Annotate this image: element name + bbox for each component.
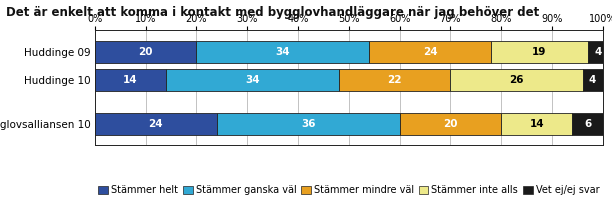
Text: 20: 20 xyxy=(443,119,458,129)
Text: 14: 14 xyxy=(123,75,138,85)
Text: 4: 4 xyxy=(589,75,596,85)
Legend: Stämmer helt, Stämmer ganska väl, Stämmer mindre väl, Stämmer inte alls, Vet ej/: Stämmer helt, Stämmer ganska väl, Stämme… xyxy=(94,182,603,198)
Text: 26: 26 xyxy=(509,75,524,85)
Text: 19: 19 xyxy=(532,47,547,57)
Text: 36: 36 xyxy=(301,119,315,129)
Bar xyxy=(217,113,400,135)
Bar xyxy=(95,41,196,63)
Text: 6: 6 xyxy=(584,119,591,129)
Text: 24: 24 xyxy=(423,47,438,57)
Text: Det är enkelt att komma i kontakt med bygglovhandläggare när jag behöver det: Det är enkelt att komma i kontakt med by… xyxy=(6,6,539,19)
Bar xyxy=(369,41,491,63)
Bar xyxy=(450,69,583,91)
Bar xyxy=(501,113,572,135)
Bar xyxy=(588,41,608,63)
Bar xyxy=(95,113,217,135)
Bar xyxy=(166,69,338,91)
Bar xyxy=(95,69,166,91)
Bar xyxy=(572,113,603,135)
Text: 20: 20 xyxy=(138,47,153,57)
Text: 34: 34 xyxy=(245,75,259,85)
Text: 24: 24 xyxy=(149,119,163,129)
Bar xyxy=(400,113,501,135)
Bar xyxy=(338,69,450,91)
Bar xyxy=(196,41,369,63)
Bar xyxy=(583,69,603,91)
Bar xyxy=(491,41,588,63)
Text: 14: 14 xyxy=(529,119,544,129)
Text: 4: 4 xyxy=(594,47,602,57)
Text: 34: 34 xyxy=(275,47,290,57)
Text: 22: 22 xyxy=(387,75,402,85)
